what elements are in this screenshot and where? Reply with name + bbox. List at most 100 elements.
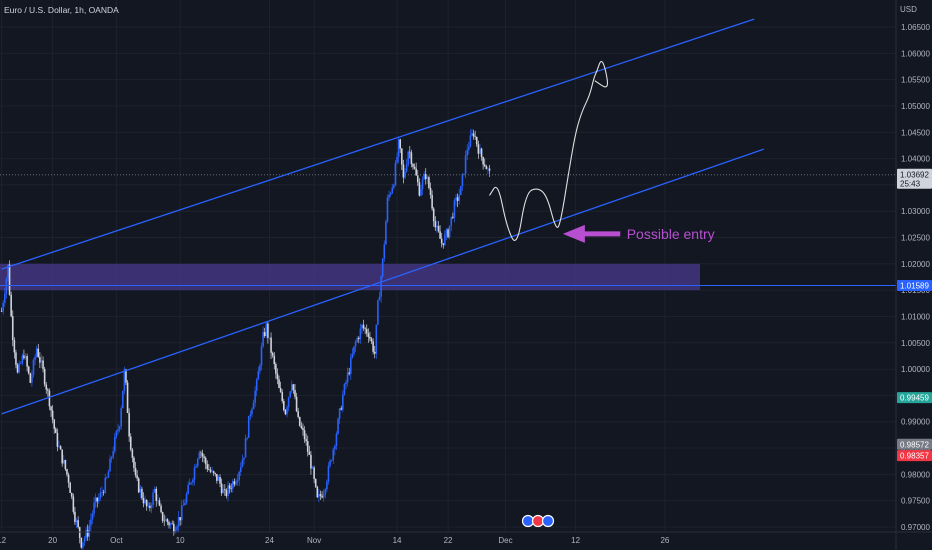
candle-body	[5, 278, 8, 294]
candle-body	[10, 294, 12, 317]
candle-body	[249, 414, 252, 416]
candle-body	[16, 364, 19, 373]
candle-body	[365, 328, 368, 334]
candle-body	[275, 364, 277, 374]
economic-event-icon[interactable]	[541, 514, 555, 528]
candle-body	[37, 348, 40, 358]
price-tag-box	[897, 168, 932, 189]
y-tick-label: 1.02000	[901, 260, 930, 269]
candle-body	[243, 457, 245, 460]
candle-body	[211, 471, 213, 472]
candle-body	[426, 177, 429, 179]
candle-body	[93, 502, 95, 514]
candle-body	[48, 390, 51, 407]
channel-upper-line[interactable]	[1, 18, 755, 270]
candle-body	[204, 457, 207, 465]
candle-body	[394, 162, 397, 186]
candle-body	[321, 495, 323, 498]
candle-body	[13, 340, 16, 353]
candle-body	[375, 324, 378, 354]
candle-body	[235, 481, 237, 485]
trend-channel[interactable]	[0, 18, 896, 415]
candle-body	[110, 457, 113, 459]
candle-body	[209, 469, 212, 472]
economic-event-icon[interactable]	[521, 514, 535, 528]
candle-body	[216, 474, 218, 481]
channel-lower-line[interactable]	[1, 148, 764, 415]
candle-body	[50, 406, 52, 411]
candle-body	[463, 173, 465, 175]
candle-body	[61, 449, 63, 464]
candle-body	[217, 477, 220, 481]
candle-body	[440, 238, 443, 244]
x-tick-label: 20	[48, 536, 57, 545]
candle-body	[129, 436, 132, 450]
candle-body	[19, 363, 22, 364]
price-tag-label: 0.98572	[900, 440, 929, 449]
candle-body	[128, 412, 130, 437]
candle-body	[460, 186, 462, 195]
candle-body	[418, 182, 421, 196]
candle-body	[2, 302, 4, 312]
price-tag-countdown: 25:43	[900, 179, 921, 188]
candle-body	[267, 323, 269, 338]
x-tick-label: 14	[393, 536, 402, 545]
candle-body	[423, 173, 425, 180]
candle-body	[91, 513, 94, 520]
candle-body	[86, 530, 89, 537]
entry-arrow-head[interactable]	[562, 224, 585, 243]
candle-body	[247, 415, 250, 438]
candle-body	[219, 477, 221, 484]
candle-body	[448, 225, 451, 238]
candle-body	[485, 166, 488, 170]
candle-body	[224, 489, 226, 491]
candle-body	[273, 355, 276, 365]
candle-body	[327, 465, 330, 482]
candle-body	[447, 229, 449, 238]
candle-body	[7, 264, 9, 279]
economic-event-icon[interactable]	[531, 514, 545, 528]
candle-body	[310, 454, 312, 469]
candle-body	[184, 502, 186, 506]
candle-body	[420, 189, 422, 196]
price-tag-label: 1.03692	[900, 170, 929, 179]
candle-body	[413, 166, 416, 169]
candle-body	[35, 348, 38, 357]
price-zone-rect[interactable]	[0, 263, 700, 291]
candle-body	[263, 332, 266, 337]
candle-body	[283, 401, 285, 411]
candle-body	[182, 505, 185, 506]
candle-body	[72, 496, 75, 512]
projection-drawing[interactable]: Possible entry	[489, 60, 715, 243]
candle-body	[192, 479, 194, 483]
projection-path[interactable]	[489, 60, 609, 241]
candle-body	[208, 469, 210, 470]
candle-body	[123, 369, 126, 391]
candle-body	[190, 482, 193, 484]
candle-body	[354, 341, 357, 347]
candle-body	[361, 324, 363, 329]
candle-body	[303, 430, 306, 440]
candle-body	[203, 456, 205, 458]
price-tag-box	[897, 450, 932, 462]
candle-body	[85, 530, 87, 539]
y-tick-label: 0.99000	[901, 418, 930, 427]
candle-body	[319, 494, 322, 496]
candle-body	[102, 492, 105, 493]
candle-body	[295, 396, 298, 412]
supply-demand-zone[interactable]	[0, 263, 700, 291]
candle-body	[421, 179, 424, 190]
candle-body	[287, 397, 290, 408]
candle-body	[372, 341, 374, 352]
candle-body	[21, 355, 24, 364]
candle-body	[75, 520, 78, 523]
candle-body	[239, 466, 242, 473]
candle-body	[70, 493, 73, 497]
candle-body	[290, 384, 293, 392]
price-tag-label: 1.01589	[900, 281, 929, 290]
candle-body	[432, 208, 435, 222]
candle-body	[332, 449, 335, 461]
annotation-label[interactable]: Possible entry	[627, 226, 715, 242]
